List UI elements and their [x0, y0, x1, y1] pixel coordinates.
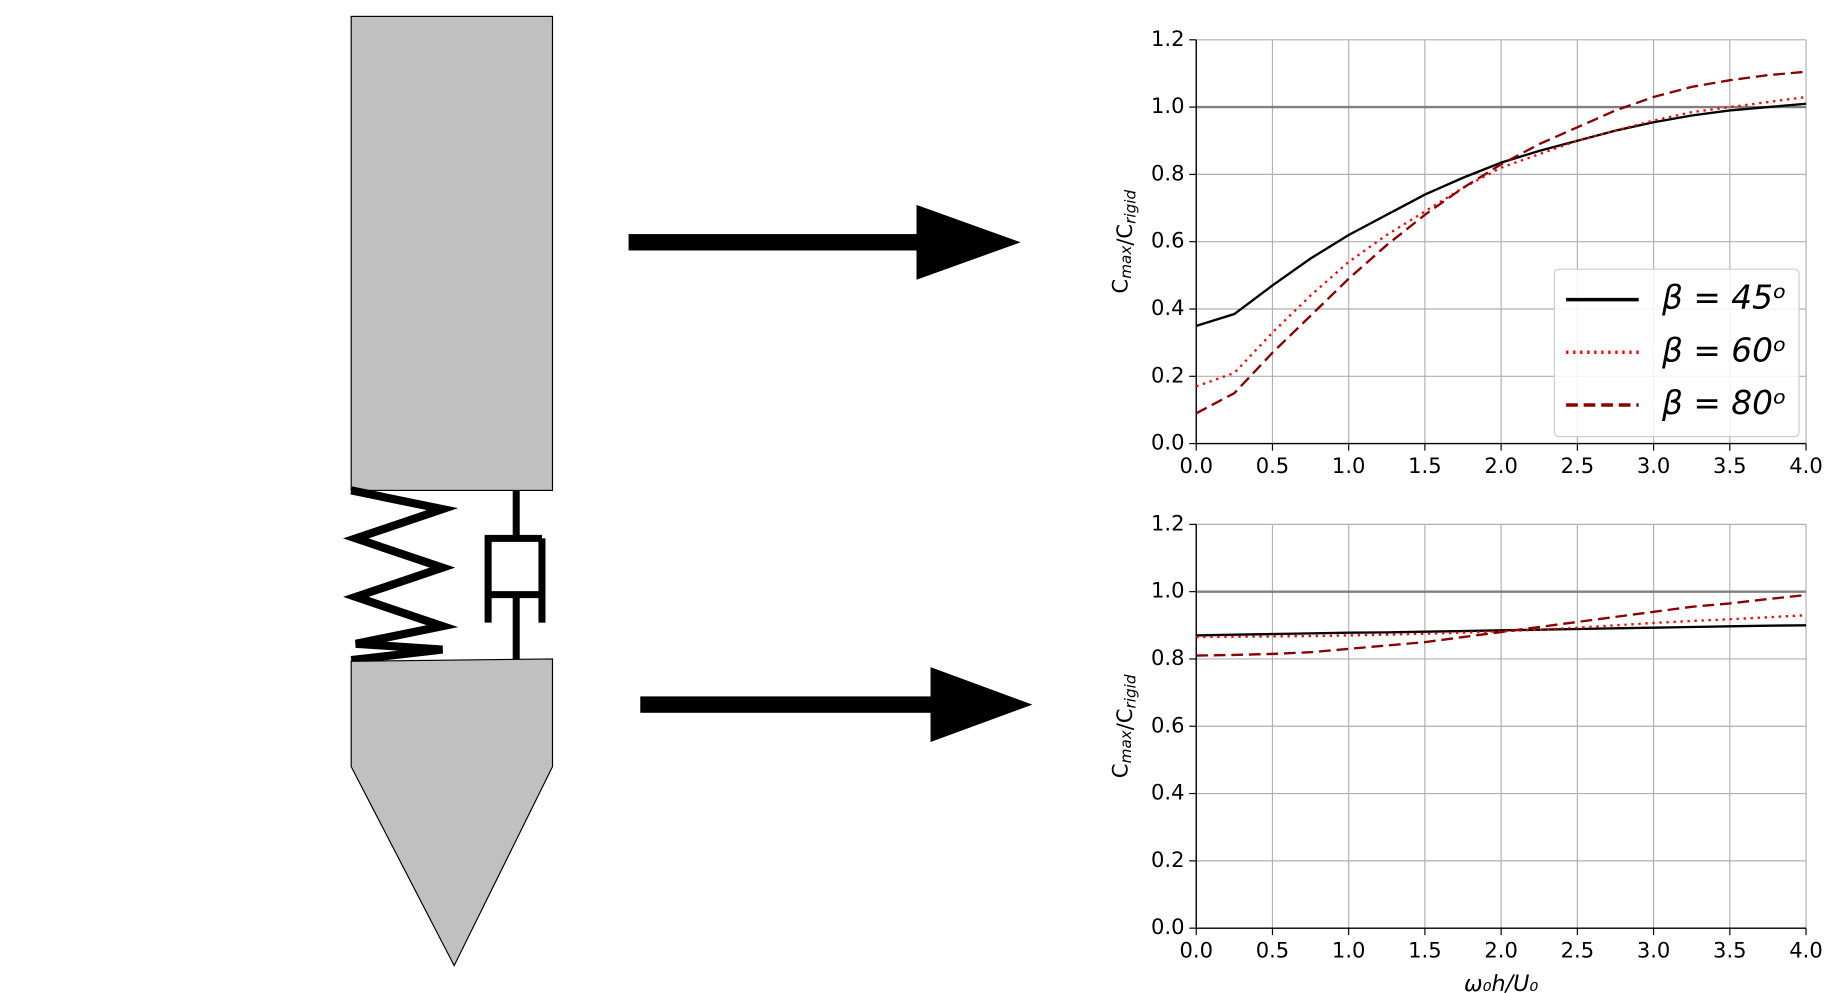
x-tick-label: 1.5	[1408, 453, 1441, 478]
x-tick-label: 2.0	[1484, 453, 1517, 478]
spring	[351, 490, 442, 660]
y-tick-label: 0.8	[1151, 645, 1184, 670]
y-axis-label: Cmax/Crigid	[1107, 190, 1139, 294]
y-axis-label: Cmax/Crigid	[1107, 674, 1139, 778]
arrow	[629, 205, 1021, 280]
x-tick-label: 3.0	[1637, 453, 1670, 478]
y-tick-label: 0.0	[1151, 430, 1184, 455]
y-tick-label: 1.0	[1151, 578, 1184, 603]
x-tick-label: 2.5	[1561, 938, 1594, 963]
x-tick-label: 3.5	[1713, 453, 1746, 478]
x-tick-label: 3.0	[1637, 938, 1670, 963]
lower-body	[351, 659, 552, 966]
x-tick-label: 0.5	[1256, 938, 1289, 963]
x-tick-label: 4.0	[1789, 938, 1822, 963]
y-tick-label: 0.8	[1151, 160, 1184, 185]
arrow	[640, 667, 1032, 742]
y-tick-label: 1.2	[1151, 26, 1184, 51]
y-tick-label: 0.2	[1151, 362, 1184, 387]
y-tick-label: 0.6	[1151, 712, 1184, 737]
figure: 0.0 0.5 1.0 1.5 2.0 2.5 3.0 3.5 4.0 0.0 0.2 0.4 0.6 0…	[0, 0, 1833, 993]
legend-label: β = 45ᵒ	[1661, 279, 1786, 317]
x-tick-label: 0.0	[1179, 453, 1212, 478]
dashpot	[488, 490, 544, 660]
x-tick-label: 0.5	[1256, 453, 1289, 478]
y-tick-label: 0.0	[1151, 914, 1184, 939]
x-tick-label: 1.0	[1332, 453, 1365, 478]
x-tick-label: 2.0	[1484, 938, 1517, 963]
x-tick-label: 1.0	[1332, 938, 1365, 963]
x-tick-label: 1.5	[1408, 938, 1441, 963]
page: {"chart_data":[ {"type":"line","ylabel":…	[0, 0, 1833, 993]
y-tick-label: 1.0	[1151, 93, 1184, 118]
y-tick-label: 0.4	[1151, 295, 1184, 320]
y-tick-label: 0.2	[1151, 847, 1184, 872]
x-tick-label: 2.5	[1561, 453, 1594, 478]
upper-body	[351, 16, 552, 490]
y-tick-label: 0.4	[1151, 780, 1184, 805]
legend: β = 45ᵒ β = 60ᵒ β = 80ᵒ	[1554, 269, 1799, 436]
y-tick-label: 0.6	[1151, 228, 1184, 253]
legend-label: β = 80ᵒ	[1661, 384, 1786, 422]
x-axis-label: ω₀h/U₀	[1464, 971, 1538, 993]
x-tick-label: 3.5	[1713, 938, 1746, 963]
legend-label: β = 60ᵒ	[1661, 331, 1786, 369]
y-tick-label: 1.2	[1151, 510, 1184, 535]
x-tick-label: 4.0	[1789, 453, 1822, 478]
x-tick-label: 0.0	[1179, 938, 1212, 963]
